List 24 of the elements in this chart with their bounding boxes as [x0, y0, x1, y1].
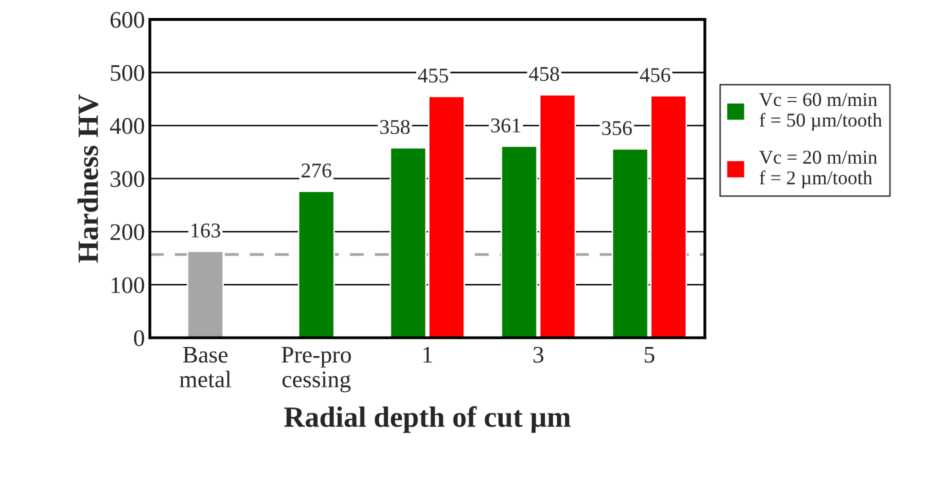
data-label: 356 [602, 121, 632, 136]
x-tick-label: 1 [424, 346, 432, 362]
y-tick-label: 100 [112, 277, 144, 294]
data-label: 458 [528, 66, 560, 81]
legend-label: Vc = 60 m/min f = 50 µm/tooth [759, 93, 882, 131]
x-tick-label: 3 [534, 346, 544, 363]
data-label: 358 [380, 120, 410, 134]
x-tick-label: Pre-pro cessing [282, 347, 351, 392]
data-label: 163 [192, 224, 220, 238]
y-tick-label: 300 [110, 171, 144, 188]
x-tick-label: Base metal [180, 347, 232, 388]
y-axis-title: Hardness HV [78, 94, 98, 263]
y-tick-label: 500 [110, 64, 144, 81]
data-label: 456 [640, 68, 670, 82]
x-tick-label: 5 [644, 347, 654, 363]
data-label: 276 [302, 164, 332, 178]
y-tick-label: 600 [110, 12, 144, 28]
legend-label: Vc = 20 m/min f = 2 µm/tooth [759, 150, 878, 188]
data-label: 455 [418, 68, 448, 83]
y-tick-label: 0 [134, 330, 144, 346]
y-tick-label: 200 [110, 224, 144, 240]
data-label: 361 [491, 118, 520, 132]
x-axis-title: Radial depth of cut µm [284, 406, 571, 433]
y-tick-label: 400 [110, 118, 144, 134]
